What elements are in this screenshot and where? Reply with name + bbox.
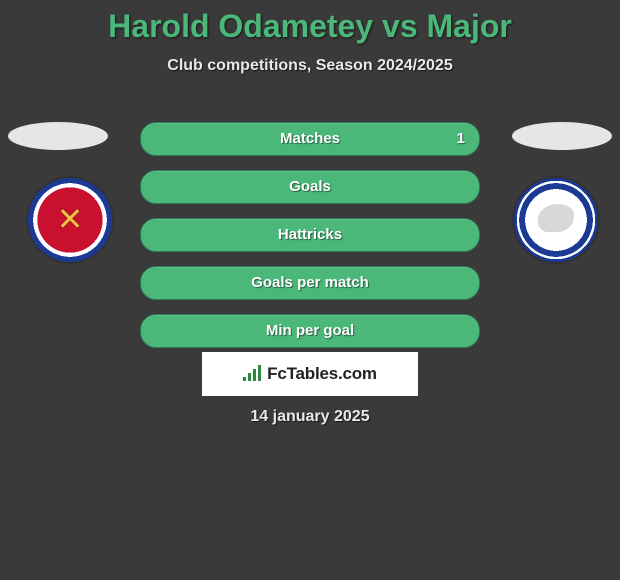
brand-text: FcTables.com bbox=[267, 364, 377, 384]
stat-row-matches: Matches 1 bbox=[140, 122, 480, 156]
page-title: Harold Odametey vs Major bbox=[0, 0, 620, 45]
signal-icon bbox=[243, 365, 263, 384]
stat-label: Goals per match bbox=[251, 274, 369, 291]
comparison-date: 14 january 2025 bbox=[0, 408, 620, 426]
stat-label: Goals bbox=[289, 178, 331, 195]
brand-badge[interactable]: FcTables.com bbox=[202, 352, 418, 396]
page-subtitle: Club competitions, Season 2024/2025 bbox=[0, 57, 620, 75]
stat-label: Hattricks bbox=[278, 226, 342, 243]
stat-label: Matches bbox=[280, 130, 340, 147]
comparison-card: Harold Odametey vs Major Club competitio… bbox=[0, 0, 620, 580]
stat-row-hattricks: Hattricks bbox=[140, 218, 480, 252]
stat-row-goals: Goals bbox=[140, 170, 480, 204]
player-photo-right bbox=[512, 122, 612, 150]
stat-row-min-per-goal: Min per goal bbox=[140, 314, 480, 348]
stats-table: Matches 1 Goals Hattricks Goals per matc… bbox=[140, 122, 480, 362]
club-crest-right bbox=[514, 178, 598, 262]
stat-label: Min per goal bbox=[266, 322, 354, 339]
club-crest-left bbox=[28, 178, 112, 262]
player-photo-left bbox=[8, 122, 108, 150]
stat-right-value: 1 bbox=[457, 123, 465, 155]
stat-row-goals-per-match: Goals per match bbox=[140, 266, 480, 300]
